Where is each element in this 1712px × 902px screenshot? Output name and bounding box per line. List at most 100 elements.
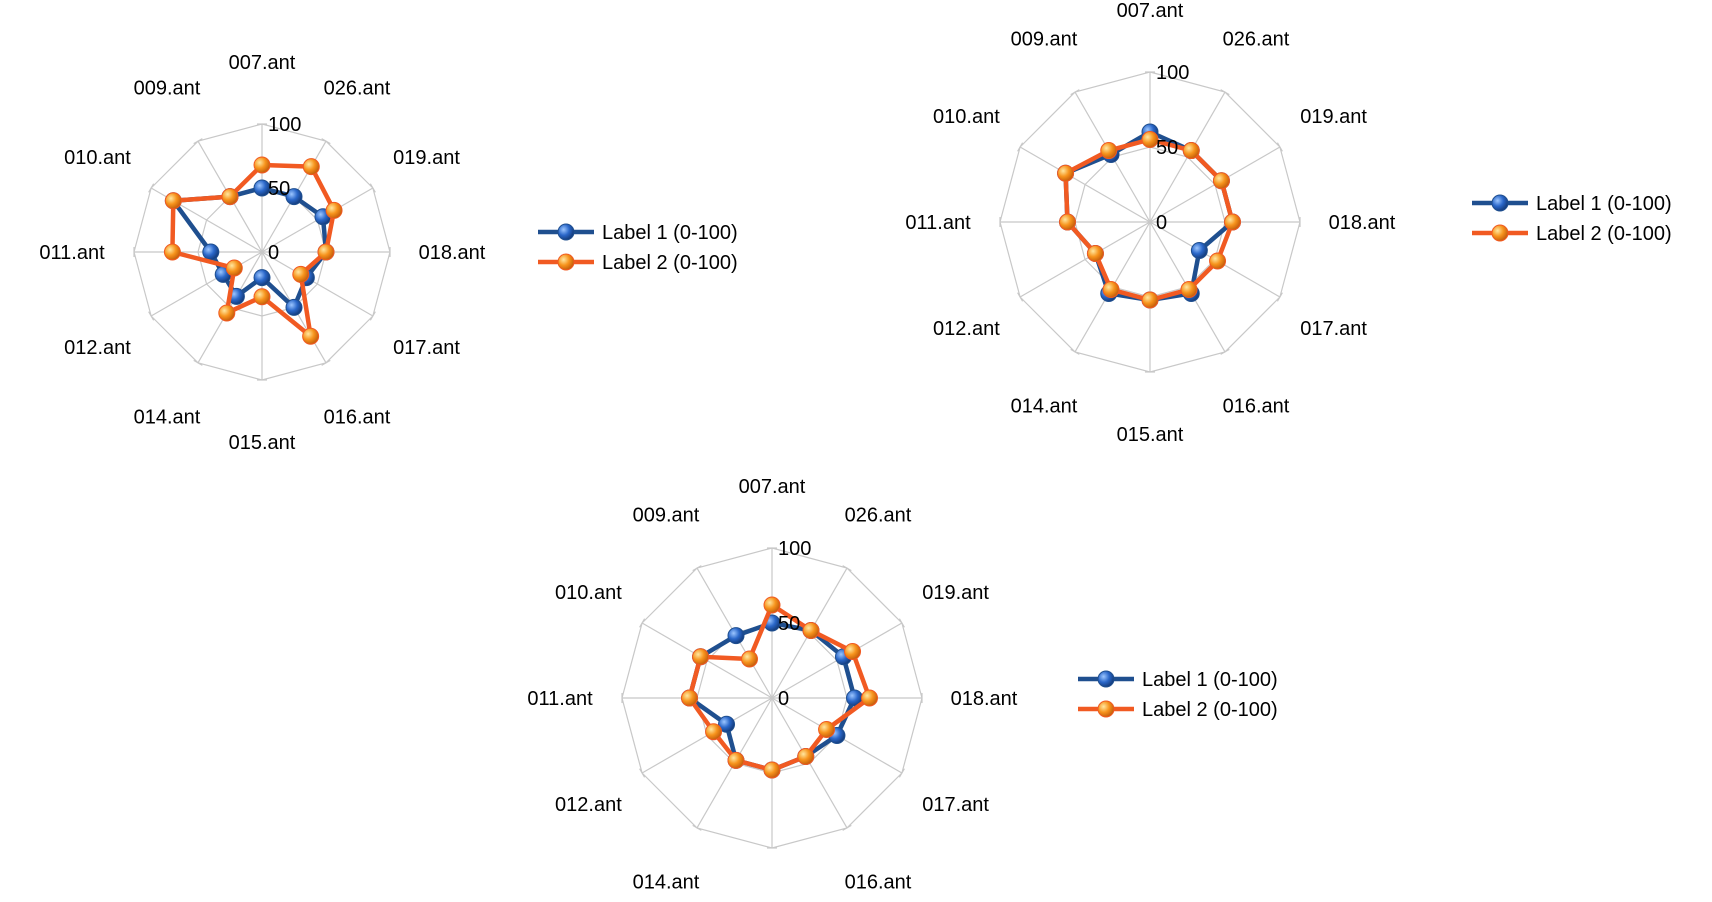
data-point-label2-007-ant[interactable]: [1141, 131, 1159, 148]
data-point-label2-017-ant[interactable]: [818, 721, 836, 738]
radar-series-layer: [681, 596, 878, 779]
category-label-010-ant: 010.ant: [933, 106, 1000, 128]
category-label-026-ant: 026.ant: [324, 77, 391, 99]
data-point-label2-026-ant[interactable]: [302, 158, 320, 176]
radar-series-layer: [1057, 123, 1241, 309]
legend-item-label1[interactable]: Label 1 (0-100): [1078, 669, 1278, 691]
grid-rim-tick: [321, 359, 331, 366]
data-point-label1-012-ant[interactable]: [718, 715, 736, 733]
data-point-label2-015-ant[interactable]: [763, 761, 781, 779]
legend-label2-text: Label 2 (0-100): [1142, 699, 1278, 721]
data-point-label2-026-ant[interactable]: [802, 621, 820, 639]
tick-label-100: 100: [1156, 62, 1189, 84]
tick-label-0: 0: [268, 242, 279, 264]
legend-item-label2[interactable]: Label 2 (0-100): [1472, 223, 1672, 245]
legend-label1-text: Label 1 (0-100): [602, 222, 738, 244]
data-point-label2-010-ant[interactable]: [164, 192, 182, 210]
data-point-label2-009-ant[interactable]: [741, 650, 758, 668]
data-point-label2-012-ant[interactable]: [225, 259, 243, 277]
legend-item-label2[interactable]: Label 2 (0-100): [538, 252, 738, 274]
data-point-label2-014-ant[interactable]: [1102, 281, 1120, 299]
legend-marker-label1: [1491, 194, 1509, 212]
data-point-label2-018-ant[interactable]: [861, 689, 878, 707]
category-labels: 007.ant 026.ant 019.ant 018.ant 017.ant 016.a…: [39, 52, 485, 454]
data-point-label2-011-ant[interactable]: [1059, 213, 1076, 231]
tick-label-50: 50: [1156, 137, 1178, 159]
data-point-label2-019-ant[interactable]: [325, 201, 343, 219]
data-point-label1-016-ant[interactable]: [285, 298, 303, 316]
data-point-label2-007-ant[interactable]: [253, 156, 271, 174]
legend-label2-text: Label 2 (0-100): [602, 252, 738, 274]
category-labels: 007.ant 026.ant 019.ant 018.ant 017.ant 016.a…: [527, 476, 1017, 902]
data-point-label2-014-ant[interactable]: [727, 751, 745, 769]
data-point-label2-015-ant[interactable]: [253, 288, 271, 306]
legend: Label 1 (0-100) Label 2 (0-100): [1472, 193, 1672, 245]
grid-rim-tick: [639, 768, 646, 778]
category-label-007-ant: 007.ant: [229, 52, 296, 74]
legend-marker-label1: [557, 223, 575, 241]
tick-label-100: 100: [268, 114, 301, 136]
data-point-label2-019-ant[interactable]: [1212, 172, 1230, 190]
data-point-label2-011-ant[interactable]: [681, 689, 698, 707]
data-point-label2-012-ant[interactable]: [1086, 245, 1104, 262]
grid-rim-tick: [639, 618, 646, 628]
radar-chart-3: 007.ant 026.ant 019.ant 018.ant 017.ant 016.a…: [527, 476, 1277, 902]
data-point-label1-007-ant[interactable]: [253, 179, 271, 197]
grid-rim-tick: [1220, 348, 1230, 355]
category-label-014-ant: 014.ant: [134, 407, 201, 429]
data-point-label2-016-ant[interactable]: [797, 747, 815, 765]
category-label-018-ant: 018.ant: [419, 242, 486, 264]
legend: Label 1 (0-100) Label 2 (0-100): [1078, 669, 1278, 721]
data-point-label2-016-ant[interactable]: [1180, 281, 1198, 299]
data-point-label2-010-ant[interactable]: [692, 648, 710, 666]
data-point-label1-009-ant[interactable]: [727, 627, 745, 645]
category-label-011-ant: 011.ant: [527, 688, 593, 710]
grid-rim-tick: [369, 311, 376, 321]
series-line-label1: [1063, 129, 1235, 303]
legend-item-label1[interactable]: Label 1 (0-100): [1472, 193, 1672, 215]
legend: Label 1 (0-100) Label 2 (0-100): [538, 222, 738, 274]
legend-marker-label2: [1491, 224, 1509, 242]
category-label-017-ant: 017.ant: [393, 337, 460, 359]
data-point-label2-026-ant[interactable]: [1182, 142, 1200, 160]
grid-rim-tick: [1276, 292, 1283, 302]
data-point-label2-016-ant[interactable]: [302, 327, 320, 345]
data-point-label2-017-ant[interactable]: [1209, 252, 1227, 270]
category-label-018-ant: 018.ant: [1329, 212, 1396, 234]
category-label-015-ant: 015.ant: [1117, 424, 1184, 446]
grid-rim-tick: [1220, 89, 1230, 96]
data-point-label2-009-ant[interactable]: [1100, 142, 1118, 160]
radar-grid: [999, 71, 1301, 373]
legend-label1-text: Label 1 (0-100): [1536, 193, 1672, 215]
data-point-label2-018-ant[interactable]: [317, 243, 335, 261]
data-point-label2-018-ant[interactable]: [1224, 213, 1241, 231]
category-label-016-ant: 016.ant: [845, 872, 912, 894]
category-label-026-ant: 026.ant: [1223, 28, 1290, 50]
tick-label-100: 100: [778, 538, 811, 560]
grid-spoke: [1019, 146, 1151, 223]
data-point-label2-012-ant[interactable]: [705, 723, 723, 741]
grid-rim-tick: [1070, 89, 1080, 96]
data-point-label1-017-ant[interactable]: [1190, 242, 1208, 259]
data-point-label2-010-ant[interactable]: [1057, 164, 1075, 182]
category-label-007-ant: 007.ant: [1117, 0, 1184, 22]
category-label-011-ant: 011.ant: [39, 242, 105, 264]
data-point-label1-015-ant[interactable]: [253, 269, 271, 287]
radar-chart-1: 007.ant 026.ant 019.ant 018.ant 017.ant 016.a…: [39, 52, 737, 454]
data-point-label1-026-ant[interactable]: [285, 188, 303, 206]
category-label-009-ant: 009.ant: [134, 77, 201, 99]
data-point-label2-015-ant[interactable]: [1141, 291, 1159, 309]
legend-item-label1[interactable]: Label 1 (0-100): [538, 222, 738, 244]
data-point-label2-019-ant[interactable]: [844, 643, 862, 660]
data-point-label1-011-ant[interactable]: [202, 243, 220, 261]
legend-item-label2[interactable]: Label 2 (0-100): [1078, 699, 1278, 721]
grid-rim-tick: [898, 618, 905, 628]
data-point-label2-017-ant[interactable]: [292, 265, 310, 283]
category-label-012-ant: 012.ant: [64, 337, 131, 359]
grid-spoke: [1019, 221, 1151, 298]
data-point-label2-007-ant[interactable]: [763, 596, 781, 614]
data-point-label2-011-ant[interactable]: [163, 243, 181, 261]
data-point-label2-009-ant[interactable]: [221, 188, 239, 206]
data-point-label2-014-ant[interactable]: [218, 304, 236, 322]
